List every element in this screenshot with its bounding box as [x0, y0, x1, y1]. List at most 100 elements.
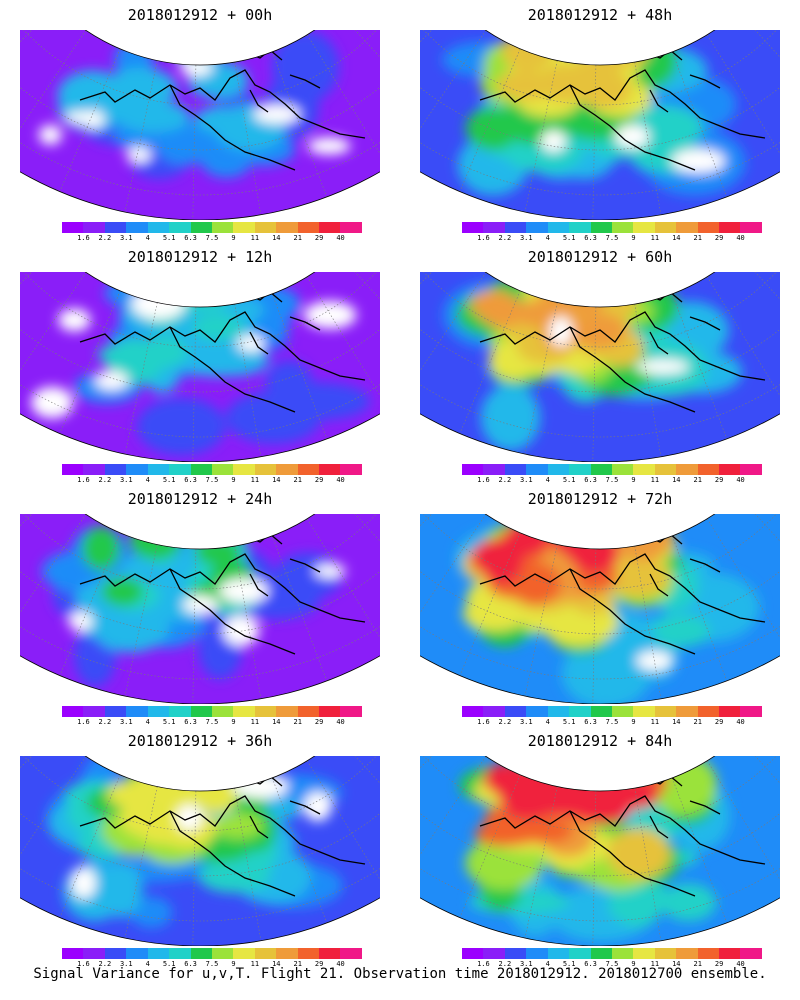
colorbar-swatch: [547, 706, 570, 717]
colorbar-swatch: [462, 222, 484, 233]
panel-title: 2018012912 + 72h: [527, 490, 673, 508]
colorbar-swatch: [697, 948, 720, 959]
colorbar-swatch: [340, 464, 362, 475]
colorbar-swatch: [190, 464, 212, 475]
colorbar-tick-label: 21: [293, 960, 302, 968]
colorbar: [462, 948, 762, 959]
colorbar-swatch: [569, 706, 591, 717]
colorbar-tick-label: 5.1: [562, 960, 576, 968]
colorbar-tick-label: 3.1: [519, 234, 533, 242]
colorbar-swatch: [83, 464, 105, 475]
coastline: [79, 291, 366, 413]
colorbar-swatch: [676, 222, 698, 233]
colorbar-swatch: [483, 464, 505, 475]
panel-title: 2018012912 + 60h: [527, 248, 673, 266]
colorbar-tick-label: 11: [650, 476, 660, 484]
colorbar: [62, 706, 362, 717]
colorbar-tick-label: 3.1: [519, 718, 533, 726]
colorbar-tick-label: 3.1: [119, 234, 133, 242]
colorbar-tick-label: 2.2: [498, 476, 512, 484]
panel-title: 2018012912 + 24h: [127, 490, 273, 508]
colorbar-swatch: [83, 222, 105, 233]
colorbar-swatch: [633, 948, 655, 959]
colorbar-tick-label: 6.3: [584, 718, 597, 726]
colorbar-swatch: [483, 222, 505, 233]
colorbar-tick-label: 6.3: [184, 718, 197, 726]
coastline: [479, 291, 766, 413]
colorbar-tick-label: 5.1: [162, 960, 176, 968]
colorbar-swatch: [590, 706, 612, 717]
variance-map: [20, 30, 380, 220]
colorbar-tick-label: 1.6: [477, 234, 490, 242]
colorbar-swatch: [297, 222, 320, 233]
colorbar-tick-label: 14: [272, 960, 281, 968]
colorbar-swatch: [190, 222, 212, 233]
colorbar-tick-label: 7.5: [205, 960, 219, 968]
variance-map: [20, 756, 380, 946]
variance-map: [420, 756, 780, 946]
colorbar-tick-label: 4: [545, 718, 550, 726]
colorbar-tick-label: 40: [736, 960, 745, 968]
colorbar: [62, 222, 362, 233]
colorbar-tick-label: 2.2: [98, 960, 112, 968]
colorbar-tick-label: 14: [272, 718, 281, 726]
colorbar-tick-label: 7.5: [205, 718, 219, 726]
colorbar-swatch: [590, 464, 612, 475]
colorbar: [62, 464, 362, 475]
colorbar-tick-label: 14: [272, 234, 281, 242]
variance-map: [420, 30, 780, 220]
colorbar-tick-label: 21: [293, 234, 302, 242]
colorbar-tick-label: 7.5: [605, 476, 619, 484]
colorbar-tick-label: 6.3: [184, 476, 197, 484]
colorbar-tick-label: 2.2: [498, 234, 512, 242]
colorbar-swatch: [254, 948, 277, 959]
colorbar-tick-label: 7.5: [605, 234, 619, 242]
coastline: [79, 49, 366, 171]
variance-map: [20, 514, 380, 704]
coastline: [479, 49, 766, 171]
colorbar-tick-label: 29: [314, 960, 324, 968]
colorbar-tick-label: 29: [714, 234, 724, 242]
colorbar-tick-label: 6.3: [584, 476, 597, 484]
colorbar-tick-label: 7.5: [205, 476, 219, 484]
coastline: [79, 533, 366, 655]
colorbar-tick-label: 4: [545, 960, 550, 968]
colorbar-tick-label: 5.1: [162, 718, 176, 726]
colorbar-swatch: [569, 464, 591, 475]
colorbar-swatch: [233, 222, 255, 233]
variance-map: [20, 272, 380, 462]
colorbar-tick-label: 5.1: [162, 234, 176, 242]
colorbar: [462, 464, 762, 475]
colorbar-tick-label: 2.2: [98, 718, 112, 726]
colorbar-swatch: [654, 464, 677, 475]
colorbar-swatch: [126, 948, 148, 959]
colorbar-tick-label: 5.1: [562, 718, 576, 726]
colorbar-tick-label: 4: [145, 718, 150, 726]
colorbar-tick-label: 14: [672, 476, 681, 484]
colorbar-tick-label: 11: [250, 960, 260, 968]
colorbar-swatch: [462, 706, 484, 717]
colorbar-swatch: [276, 222, 298, 233]
colorbar-swatch: [526, 222, 548, 233]
colorbar: [462, 706, 762, 717]
colorbar-swatch: [526, 948, 548, 959]
colorbar-swatch: [254, 222, 277, 233]
colorbar-tick-label: 4: [145, 234, 150, 242]
colorbar-tick-label: 11: [250, 234, 260, 242]
colorbar-swatch: [190, 706, 212, 717]
colorbar-swatch: [633, 706, 655, 717]
colorbar-tick-label: 6.3: [584, 960, 597, 968]
colorbar-tick-label: 11: [650, 960, 660, 968]
colorbar-tick-label: 1.6: [477, 960, 490, 968]
colorbar-swatch: [611, 222, 634, 233]
colorbar-swatch: [569, 948, 591, 959]
colorbar-tick-label: 11: [650, 718, 660, 726]
colorbar-swatch: [654, 706, 677, 717]
colorbar-swatch: [719, 706, 741, 717]
colorbar-tick-label: 1.6: [77, 234, 90, 242]
colorbar-tick-label: 40: [736, 234, 745, 242]
colorbar-tick-label: 21: [693, 234, 702, 242]
colorbar-tick-label: 29: [714, 476, 724, 484]
colorbar-tick-label: 14: [672, 960, 681, 968]
colorbar-labels: 1.6 2.2 3.1 4 5.1 6.3 7.5 9 11 14 21 29 40: [58, 718, 368, 728]
